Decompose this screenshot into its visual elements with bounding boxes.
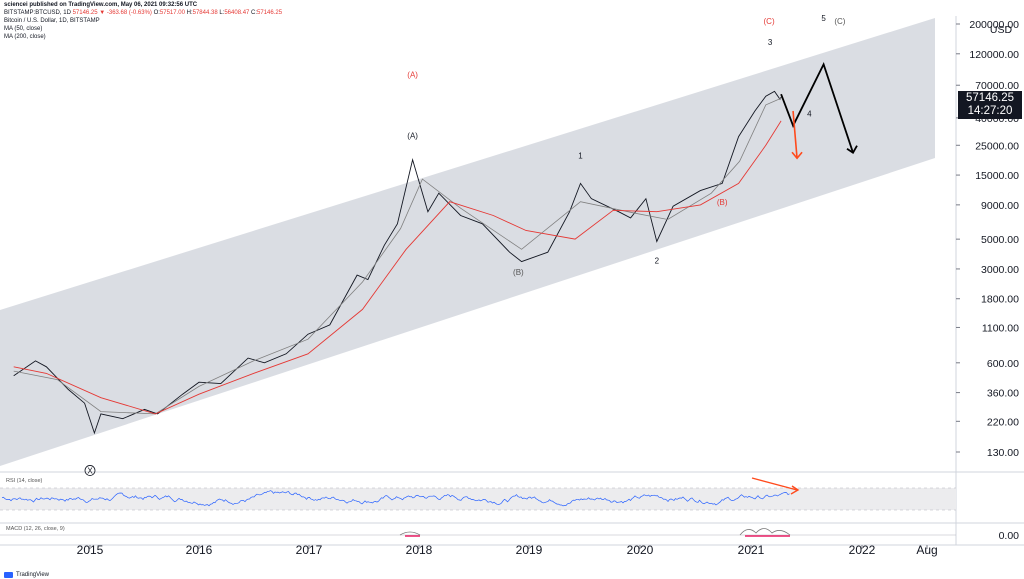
last-price: 57146.25 [966, 92, 1014, 104]
y-tick-label: 130.00 [987, 447, 1019, 459]
alt-forecast-arrow [792, 110, 798, 159]
y-tick-label: 120000.00 [969, 49, 1019, 61]
y-tick-label: 5000.00 [981, 234, 1019, 246]
x-tick-label: 2015 [77, 543, 104, 557]
y-tick-label: 3000.00 [981, 264, 1019, 276]
wave-label: (C) [834, 17, 845, 26]
price-channel [0, 18, 935, 466]
wave-label: 3 [768, 38, 773, 47]
wave-label: (C) [764, 17, 775, 26]
wave-label: 4 [807, 109, 812, 118]
macd-line [399, 528, 791, 536]
bar-countdown: 14:27:20 [967, 105, 1013, 117]
last-price-box: 57146.25 14:27:20 [958, 91, 1022, 119]
symbol: BITSTAMP:BTCUSD, 1D [4, 10, 71, 16]
forecast-path [780, 62, 854, 153]
x-tick-label: 2019 [516, 543, 543, 557]
y-tick-label: 25000.00 [975, 140, 1019, 152]
x-tick-label: Aug [916, 543, 937, 557]
x-tick-label: 2020 [627, 543, 654, 557]
wave-label: 5 [821, 14, 826, 23]
wave-label: (A) [407, 70, 418, 79]
chart-title: Bitcoin / U.S. Dollar, 1D, BITSTAMP [4, 18, 100, 24]
brand: TradingView [16, 572, 50, 578]
y-tick-label: 200000.00 [969, 19, 1019, 31]
y-tick-label: 15000.00 [975, 170, 1019, 182]
ma200-line [13, 120, 782, 415]
y-tick-label: 1100.00 [982, 322, 1019, 334]
publish-info: sciencei published on TradingView.com, M… [4, 2, 198, 8]
wave-label: 1 [578, 151, 583, 160]
wave-label: (B) [513, 268, 524, 277]
macd-tick-label: 0.00 [999, 530, 1020, 542]
open-value: 57517.00 [159, 10, 185, 16]
price-change: 57146.25 ▼ -363.68 (-0.63%) [72, 10, 152, 16]
rsi-legend[interactable]: RSI (14, close) [6, 478, 43, 484]
wave-circle [84, 465, 96, 476]
high-value: 57844.38 [192, 10, 218, 16]
rsi-line [1, 490, 790, 507]
x-tick-label: 2017 [296, 543, 323, 557]
y-tick-label: 600.00 [987, 358, 1019, 370]
wave-label: X [87, 466, 93, 475]
y-tick-label: 220.00 [987, 416, 1019, 428]
x-tick-label: 2018 [406, 543, 433, 557]
x-tick-label: 2021 [738, 543, 765, 557]
close-value: 57146.25 [257, 10, 283, 16]
macd-legend[interactable]: MACD (12, 26, close, 9) [6, 526, 65, 532]
wave-label: (B) [717, 198, 728, 207]
rsi-divergence-arrowhead [790, 485, 800, 495]
x-tick-label: 2022 [849, 543, 876, 557]
ma200-legend[interactable]: MA (200, close) [4, 34, 46, 40]
currency-label: USD [990, 24, 1013, 36]
y-tick-label: 9000.00 [981, 200, 1019, 212]
forecast-arrowhead [846, 145, 858, 155]
ohlc-line: BITSTAMP:BTCUSD, 1D 57146.25 ▼ -363.68 (… [4, 10, 283, 16]
price-line [13, 90, 782, 435]
ma50-legend[interactable]: MA (50, close) [4, 26, 43, 32]
rsi-divergence-line [751, 477, 798, 491]
y-tick-label: 70000.00 [975, 80, 1019, 92]
tradingview-logo-icon [4, 572, 13, 578]
wave-label: (A) [407, 132, 418, 141]
x-tick-label: 2016 [186, 543, 213, 557]
low-value: 56408.47 [224, 10, 250, 16]
chart-header: sciencei published on TradingView.com, M… [4, 1, 282, 41]
footer: TradingView [4, 572, 49, 578]
alt-forecast-arrowhead [791, 151, 803, 160]
y-tick-label: 1800.00 [981, 294, 1019, 306]
y-tick-label: 360.00 [987, 388, 1019, 400]
wave-label: 2 [655, 256, 660, 265]
